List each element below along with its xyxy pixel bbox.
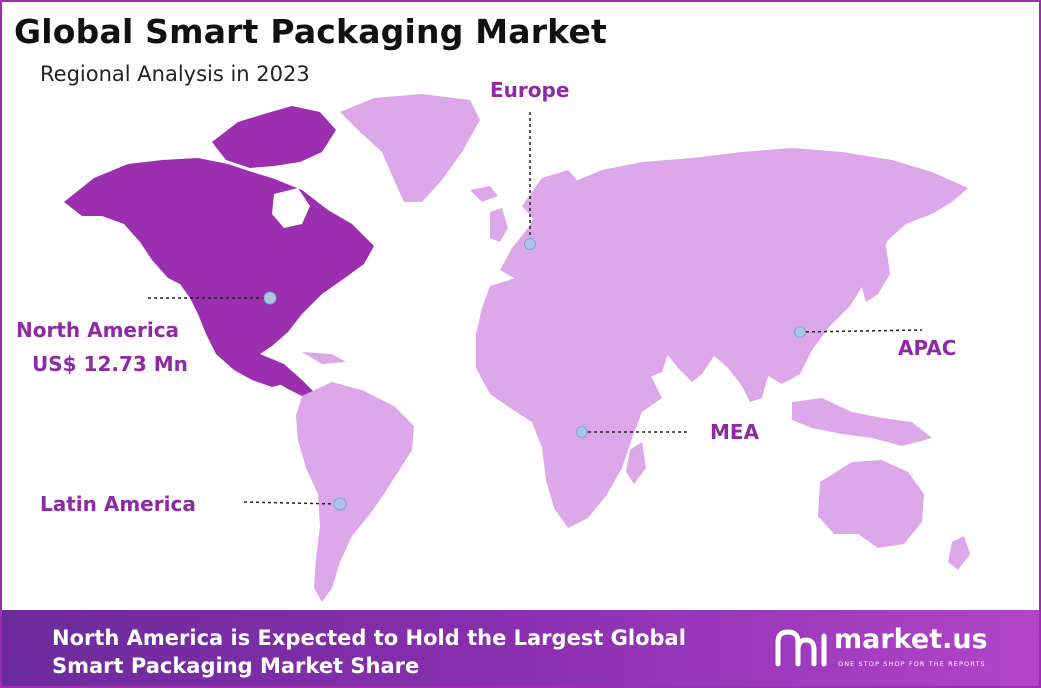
latin-america-leader-line [243, 501, 339, 505]
latin-america-marker [333, 497, 347, 511]
page-subtitle: Regional Analysis in 2023 [40, 62, 310, 86]
new-zealand-shape [948, 536, 970, 570]
apac-leader-line [799, 329, 923, 333]
scandinavia-shape [522, 170, 582, 222]
caribbean-shape [302, 352, 346, 364]
eurasia-shape [500, 148, 968, 402]
market-us-logo-icon [775, 629, 827, 667]
central-america-shape [260, 354, 314, 396]
logo-name: market.us [834, 624, 988, 655]
madagascar-shape [626, 442, 646, 484]
arctic-islands-shape [212, 106, 336, 168]
market-us-logo: market.us ONE STOP SHOP FOR THE REPORTS [774, 624, 1024, 674]
australia-shape [818, 460, 924, 548]
uk-shape [490, 208, 508, 242]
europe-label: Europe [490, 78, 570, 102]
apac-marker [794, 326, 806, 338]
japan-shape [862, 246, 890, 302]
north-america-value: US$ 12.73 Mn [32, 352, 188, 376]
north-america-label: North America [16, 318, 180, 342]
mea-marker [576, 426, 588, 438]
se-asia-islands-shape [792, 398, 932, 446]
iceland-shape [470, 186, 498, 202]
north-america-marker [263, 291, 277, 305]
footer-line-1: North America is Expected to Hold the La… [52, 626, 686, 650]
greenland-shape [340, 94, 480, 202]
europe-marker [524, 238, 536, 250]
apac-label: APAC [898, 336, 957, 360]
footer-banner: North America is Expected to Hold the La… [2, 610, 1039, 686]
footer-message: North America is Expected to Hold the La… [52, 624, 732, 680]
latin-america-label: Latin America [40, 492, 196, 516]
footer-line-2: Smart Packaging Market Share [52, 654, 420, 678]
africa-shape [476, 276, 662, 528]
page-title: Global Smart Packaging Market [14, 12, 608, 51]
hudson-bay-shape [272, 188, 310, 228]
logo-tagline: ONE STOP SHOP FOR THE REPORTS [838, 660, 986, 668]
south-america-shape [296, 382, 414, 602]
mea-label: MEA [710, 420, 760, 444]
